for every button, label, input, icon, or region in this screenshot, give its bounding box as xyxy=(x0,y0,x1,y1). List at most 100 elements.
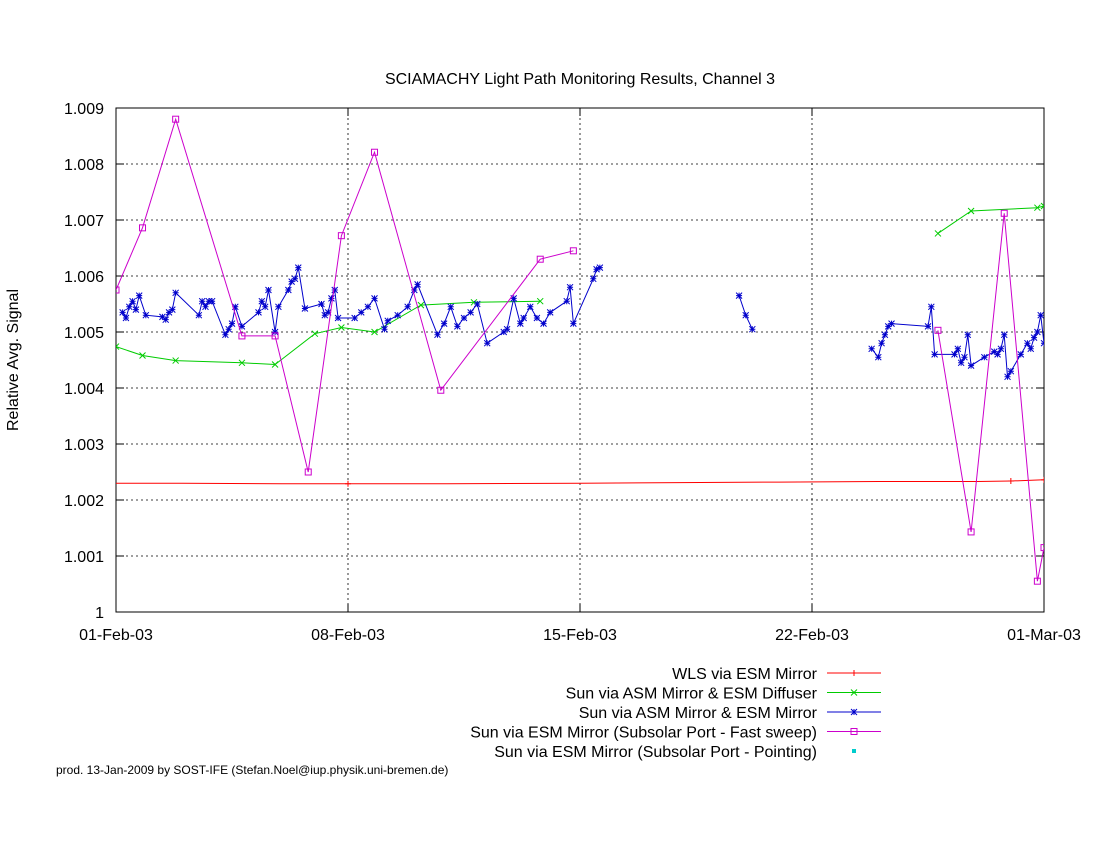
data-point xyxy=(931,351,938,358)
data-point xyxy=(967,207,975,215)
data-point xyxy=(337,232,345,240)
data-point xyxy=(437,386,445,394)
data-point xyxy=(924,323,932,330)
y-axis-label: Relative Avg. Signal xyxy=(5,289,22,431)
series-line xyxy=(116,117,574,473)
data-point xyxy=(596,264,604,271)
data-point xyxy=(563,297,571,305)
data-point xyxy=(139,224,147,232)
x-tick-label: 01-Mar-03 xyxy=(1007,627,1081,644)
data-point xyxy=(371,295,378,302)
series-1 xyxy=(116,202,1044,368)
legend-label: WLS via ESM Mirror xyxy=(672,666,818,683)
data-point xyxy=(142,311,150,319)
data-point xyxy=(238,332,246,340)
data-point xyxy=(284,286,292,294)
legend-label: Sun via ASM Mirror & ESM Diffuser xyxy=(566,686,818,703)
data-point xyxy=(364,303,372,311)
data-point xyxy=(125,303,133,311)
data-point xyxy=(934,230,942,237)
data-point xyxy=(334,314,342,322)
data-point xyxy=(967,528,975,536)
data-point xyxy=(238,359,246,367)
data-point xyxy=(271,332,279,340)
data-point xyxy=(205,297,213,305)
data-point xyxy=(951,351,958,358)
legend-label: Sun via ESM Mirror (Subsolar Port - Fast… xyxy=(470,725,817,742)
y-tick-label: 1.009 xyxy=(64,101,104,118)
data-point xyxy=(467,309,474,316)
data-point xyxy=(122,314,130,322)
production-credit: prod. 13-Jan-2009 by SOST-IFE (Stefan.No… xyxy=(56,763,449,777)
data-point xyxy=(1000,209,1008,217)
data-point xyxy=(294,264,302,271)
data-point xyxy=(168,306,176,313)
y-tick-label: 1.001 xyxy=(64,549,104,566)
legend-label: Sun via ESM Mirror (Subsolar Port - Poin… xyxy=(494,744,817,761)
chart-title: SCIAMACHY Light Path Monitoring Results,… xyxy=(385,71,775,88)
data-point xyxy=(321,311,329,319)
data-point xyxy=(132,306,140,313)
data-point xyxy=(540,320,547,327)
data-point xyxy=(851,670,857,676)
data-point xyxy=(261,303,269,311)
data-point xyxy=(994,351,1001,358)
data-point xyxy=(275,303,282,311)
data-point xyxy=(371,328,378,336)
data-point xyxy=(258,297,266,305)
data-point xyxy=(546,309,554,316)
data-point xyxy=(394,311,402,319)
data-point xyxy=(225,325,233,333)
data-point xyxy=(878,339,885,347)
data-point xyxy=(748,325,756,333)
data-point xyxy=(331,286,339,294)
data-point xyxy=(570,320,577,327)
data-point xyxy=(881,331,889,339)
axes: 1 1.001 1.002 1.003 1.004 1.005 1.006 1.007 1.00… xyxy=(64,101,1081,644)
plot-frame xyxy=(115,107,1045,613)
data-point xyxy=(381,325,388,333)
data-point xyxy=(954,345,962,353)
data-point xyxy=(116,343,120,350)
data-point xyxy=(159,313,166,321)
series-group xyxy=(116,115,1044,585)
data-point xyxy=(510,295,518,302)
data-point xyxy=(850,708,858,716)
data-point xyxy=(318,300,325,308)
data-point xyxy=(980,353,988,361)
data-point xyxy=(536,255,544,263)
data-point xyxy=(742,311,750,319)
data-point xyxy=(1034,328,1041,336)
data-point xyxy=(500,328,508,336)
data-point xyxy=(139,352,146,359)
y-tick-label: 1.006 xyxy=(64,269,104,286)
data-point xyxy=(417,301,425,309)
data-point xyxy=(1024,339,1031,347)
data-point xyxy=(324,309,332,316)
data-point xyxy=(222,331,229,339)
data-point xyxy=(1007,367,1015,375)
legend: WLS via ESM Mirror Sun via ASM Mirror & E… xyxy=(470,666,881,761)
data-point xyxy=(172,115,180,123)
data-point xyxy=(434,331,441,339)
data-point xyxy=(957,359,965,367)
y-tick-label: 1.005 xyxy=(64,325,104,342)
data-point xyxy=(503,325,511,333)
data-point xyxy=(255,309,262,316)
y-tick-label: 1.007 xyxy=(64,213,104,230)
data-point xyxy=(516,320,524,327)
data-point xyxy=(1033,577,1041,585)
data-point xyxy=(288,278,296,285)
data-point xyxy=(593,265,600,273)
legend-label: Sun via ASM Mirror & ESM Mirror xyxy=(579,705,818,722)
data-point xyxy=(338,324,345,331)
y-tick-label: 1.003 xyxy=(64,437,104,454)
data-point xyxy=(129,297,136,305)
data-point xyxy=(202,303,209,311)
data-point xyxy=(460,314,468,322)
data-point xyxy=(566,283,574,291)
data-point xyxy=(447,303,455,311)
data-point xyxy=(271,328,279,336)
data-point xyxy=(135,292,143,299)
data-point xyxy=(888,320,895,327)
